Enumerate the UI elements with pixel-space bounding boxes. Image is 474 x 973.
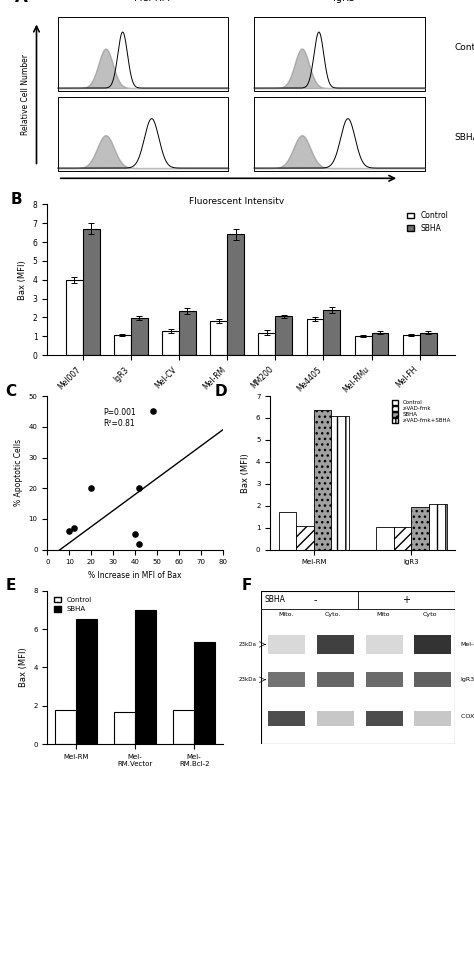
Text: SBHA: SBHA bbox=[264, 595, 285, 604]
Text: E: E bbox=[5, 578, 16, 594]
Bar bbox=[76, 620, 97, 744]
Y-axis label: Bax (MFI): Bax (MFI) bbox=[18, 648, 27, 687]
Bar bbox=[414, 672, 451, 688]
Bar bbox=[365, 635, 402, 654]
Point bbox=[136, 536, 143, 552]
Bar bbox=[268, 672, 305, 688]
Text: Cyto: Cyto bbox=[422, 612, 437, 617]
Text: A: A bbox=[15, 0, 28, 7]
Bar bbox=[429, 504, 447, 550]
Bar bbox=[331, 415, 349, 550]
Point bbox=[136, 481, 143, 496]
Point bbox=[65, 523, 73, 539]
Bar bbox=[135, 610, 156, 744]
Bar bbox=[317, 672, 354, 688]
Text: Mito.: Mito. bbox=[278, 612, 294, 617]
Text: D: D bbox=[215, 383, 228, 399]
Bar bbox=[58, 96, 228, 171]
Point bbox=[87, 481, 95, 496]
Bar bbox=[323, 309, 340, 355]
Text: Control: Control bbox=[455, 43, 474, 52]
Text: C: C bbox=[5, 383, 17, 399]
Bar bbox=[365, 710, 402, 726]
Bar bbox=[394, 526, 411, 550]
Bar bbox=[355, 337, 372, 355]
Text: F: F bbox=[241, 578, 252, 594]
Bar bbox=[131, 318, 148, 355]
Bar bbox=[268, 635, 305, 654]
Text: IgR3: IgR3 bbox=[461, 677, 474, 682]
Text: COX IV: COX IV bbox=[461, 714, 474, 719]
Bar bbox=[66, 280, 83, 355]
Bar bbox=[194, 642, 215, 744]
Bar bbox=[414, 710, 451, 726]
Bar bbox=[372, 333, 388, 355]
Y-axis label: Bax (MFI): Bax (MFI) bbox=[18, 260, 27, 300]
Legend: Control, z-VAD-fmk, SBHA, z-VAD-fmk+SBHA: Control, z-VAD-fmk, SBHA, z-VAD-fmk+SBHA bbox=[391, 399, 452, 424]
Bar bbox=[83, 229, 100, 355]
Legend: Control, SBHA: Control, SBHA bbox=[403, 208, 451, 236]
Bar bbox=[414, 635, 451, 654]
Text: Mel-RM: Mel-RM bbox=[461, 642, 474, 647]
Text: +: + bbox=[402, 595, 410, 605]
Bar bbox=[173, 709, 194, 744]
Bar bbox=[296, 525, 314, 550]
Bar bbox=[275, 316, 292, 355]
Bar bbox=[210, 321, 227, 355]
Text: Relative Cell Number: Relative Cell Number bbox=[21, 54, 30, 135]
Text: 23kDa: 23kDa bbox=[239, 677, 257, 682]
Text: -: - bbox=[313, 595, 317, 605]
Bar bbox=[179, 310, 196, 355]
Bar bbox=[162, 331, 179, 355]
Text: SBHA: SBHA bbox=[455, 133, 474, 142]
Y-axis label: Bax (MFI): Bax (MFI) bbox=[241, 453, 250, 492]
Bar bbox=[114, 711, 135, 744]
Bar bbox=[114, 336, 131, 355]
Bar bbox=[58, 17, 228, 91]
Bar bbox=[317, 710, 354, 726]
Bar bbox=[419, 333, 437, 355]
Bar bbox=[314, 411, 331, 550]
Bar bbox=[365, 672, 402, 688]
Y-axis label: % Apoptotic Cells: % Apoptotic Cells bbox=[14, 440, 23, 506]
Legend: Control, SBHA: Control, SBHA bbox=[51, 595, 94, 615]
X-axis label: % Increase in MFI of Bax: % Increase in MFI of Bax bbox=[88, 571, 182, 580]
Text: Mito: Mito bbox=[376, 612, 390, 617]
Text: Cyto.: Cyto. bbox=[324, 612, 341, 617]
Bar bbox=[279, 513, 296, 550]
Bar bbox=[307, 319, 323, 355]
Text: P=0.001
R²=0.81: P=0.001 R²=0.81 bbox=[103, 409, 136, 428]
Bar bbox=[254, 17, 425, 91]
Bar bbox=[254, 96, 425, 171]
Text: Fluorescent Intensity: Fluorescent Intensity bbox=[190, 197, 284, 206]
Bar bbox=[227, 234, 244, 355]
Bar bbox=[376, 526, 394, 550]
Bar bbox=[268, 710, 305, 726]
Point bbox=[149, 404, 156, 419]
Text: Mel-RM: Mel-RM bbox=[134, 0, 170, 3]
Text: 23kDa: 23kDa bbox=[239, 642, 257, 647]
Bar bbox=[55, 709, 76, 744]
Point bbox=[131, 526, 139, 542]
Bar bbox=[403, 336, 419, 355]
Point bbox=[70, 521, 78, 536]
Bar bbox=[258, 333, 275, 355]
Text: IgR3: IgR3 bbox=[333, 0, 355, 3]
Text: B: B bbox=[11, 193, 22, 207]
Bar bbox=[317, 635, 354, 654]
Bar bbox=[411, 507, 429, 550]
